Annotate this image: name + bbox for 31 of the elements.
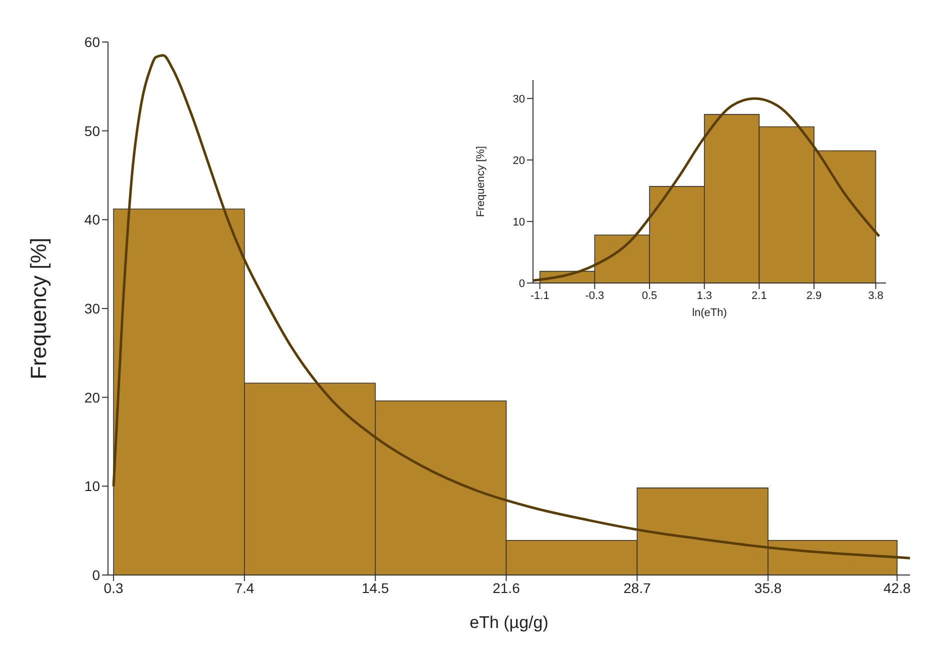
x-tick-label: 3.8 [868,290,884,302]
x-tick-label: 42.8 [883,580,911,596]
x-axis-title: ln(eTh) [692,307,727,319]
x-tick-label: -1.1 [530,290,550,302]
x-tick-label: 1.3 [696,290,712,302]
x-tick-label: 14.5 [362,580,390,596]
x-tick-label: 0.3 [104,580,124,596]
y-tick-label: 10 [512,216,525,228]
y-tick-label: 60 [84,34,100,50]
y-tick-label: 50 [84,122,100,139]
x-axis-title: eTh (µg/g) [470,613,548,632]
y-tick-label: 0 [92,566,100,583]
y-tick-label: 20 [512,154,525,167]
line-series [533,97,880,282]
x-tick-label: 21.6 [492,580,520,596]
x-tick-label: 35.8 [754,580,782,596]
y-tick-label: 20 [84,389,100,406]
y-tick-label: 30 [84,300,100,316]
y-axis-title: Frequency [%] [474,146,487,217]
x-tick-label: -0.3 [585,290,604,302]
line-series [112,54,910,560]
y-tick-label: 10 [84,478,100,494]
x-tick-label: 0.5 [642,290,658,302]
y-axis-title: Frequency [%] [26,238,51,380]
x-tick-label: 2.1 [752,290,767,302]
y-tick-label: 0 [518,278,525,290]
y-tick-label: 40 [84,212,100,228]
y-tick-label: 30 [512,93,525,106]
x-tick-label: 28.7 [624,580,651,596]
x-tick-label: 2.9 [806,290,822,302]
x-tick-label: 7.4 [234,580,254,596]
